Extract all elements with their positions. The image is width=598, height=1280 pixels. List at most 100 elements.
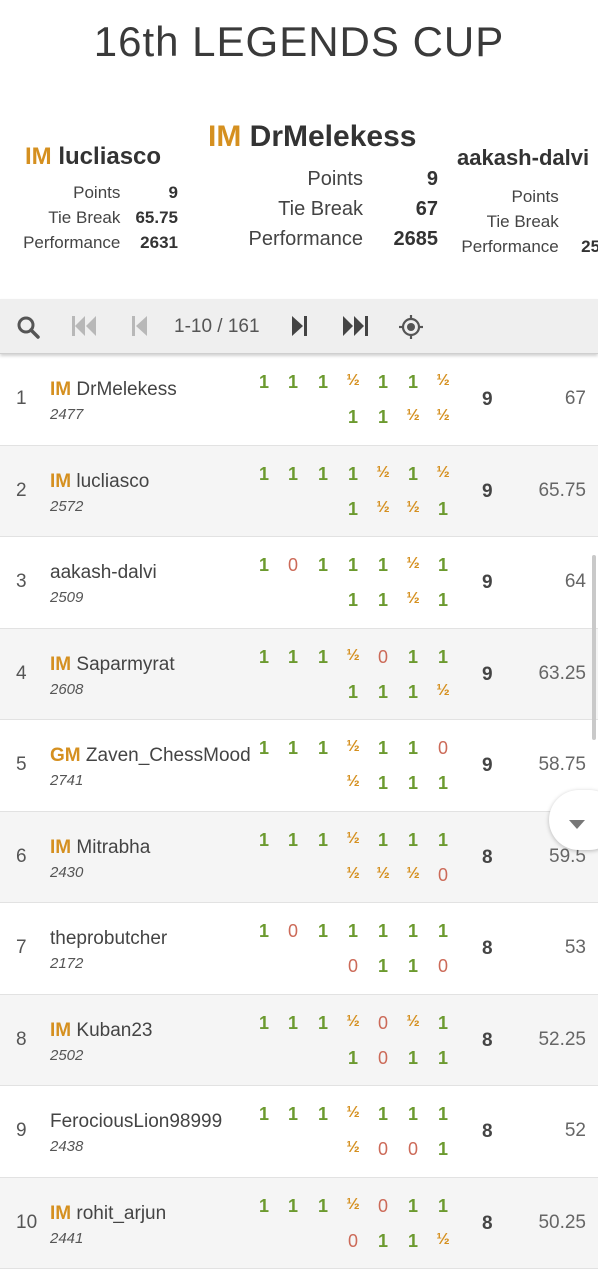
round-result[interactable]: 1 (403, 738, 423, 759)
round-result[interactable]: ½ (373, 865, 393, 883)
round-result[interactable]: 1 (283, 1196, 303, 1217)
round-result[interactable]: 1 (433, 1139, 453, 1160)
round-result[interactable]: 1 (313, 1196, 333, 1217)
round-result[interactable]: 1 (313, 555, 333, 576)
round-result[interactable]: 1 (373, 830, 393, 851)
round-result[interactable]: 1 (403, 1048, 423, 1069)
player-name-cell[interactable]: IM Mitrabha (50, 837, 150, 859)
podium-second[interactable]: IM lucliasco Points 9 Tie Break 65.75 Perf… (18, 143, 178, 255)
locate-me-icon[interactable] (399, 315, 423, 344)
round-result[interactable]: 1 (433, 555, 453, 576)
round-result[interactable]: 1 (283, 372, 303, 393)
round-result[interactable]: ½ (343, 865, 363, 883)
round-result[interactable]: 1 (254, 647, 274, 668)
round-result[interactable]: 1 (343, 464, 363, 485)
round-result[interactable]: 1 (433, 1196, 453, 1217)
round-result[interactable]: 0 (433, 865, 453, 886)
round-result[interactable]: ½ (373, 464, 393, 482)
round-result[interactable]: 1 (254, 738, 274, 759)
table-row[interactable]: 7 theprobutcher 2172 1 0 1 1 1 1 1 0 1 1 0 8 53 (0, 903, 598, 995)
round-result[interactable]: ½ (343, 372, 363, 390)
round-result[interactable]: 1 (254, 921, 274, 942)
round-result[interactable]: 1 (433, 590, 453, 611)
round-result[interactable]: 1 (373, 682, 393, 703)
player-name-cell[interactable]: FerociousLion98999 (50, 1111, 222, 1133)
next-page-icon[interactable] (292, 315, 308, 342)
round-result[interactable]: 1 (373, 921, 393, 942)
round-result[interactable]: 1 (433, 830, 453, 851)
podium-third-name[interactable]: aakash-dalvi (457, 145, 598, 171)
player-name-cell[interactable]: IM lucliasco (50, 471, 149, 493)
round-result[interactable]: ½ (403, 407, 423, 425)
round-result[interactable]: ½ (433, 407, 453, 425)
round-result[interactable]: 1 (433, 499, 453, 520)
round-result[interactable]: ½ (403, 1013, 423, 1031)
round-result[interactable]: ½ (433, 1231, 453, 1249)
round-result[interactable]: 0 (433, 956, 453, 977)
round-result[interactable]: 1 (403, 1196, 423, 1217)
round-result[interactable]: 1 (373, 738, 393, 759)
round-result[interactable]: 1 (433, 921, 453, 942)
round-result[interactable]: 1 (373, 590, 393, 611)
round-result[interactable]: 0 (403, 1139, 423, 1160)
round-result[interactable]: 1 (283, 464, 303, 485)
table-row[interactable]: 9 FerociousLion98999 2438 1 1 1 ½ 1 1 1 ½ 0 0 1 8 52 (0, 1086, 598, 1178)
round-result[interactable]: 1 (373, 773, 393, 794)
round-result[interactable]: ½ (433, 372, 453, 390)
round-result[interactable]: 1 (313, 464, 333, 485)
round-result[interactable]: 0 (283, 921, 303, 942)
round-result[interactable]: 1 (283, 647, 303, 668)
round-result[interactable]: ½ (343, 1196, 363, 1214)
round-result[interactable]: ½ (433, 682, 453, 700)
round-result[interactable]: 1 (373, 1104, 393, 1125)
round-result[interactable]: 0 (373, 1048, 393, 1069)
round-result[interactable]: 1 (343, 407, 363, 428)
round-result[interactable]: 1 (433, 1013, 453, 1034)
round-result[interactable]: 1 (373, 956, 393, 977)
round-result[interactable]: ½ (343, 647, 363, 665)
round-result[interactable]: 1 (283, 830, 303, 851)
round-result[interactable]: 1 (403, 682, 423, 703)
round-result[interactable]: 1 (343, 499, 363, 520)
round-result[interactable]: 1 (433, 1104, 453, 1125)
round-result[interactable]: 1 (343, 682, 363, 703)
round-result[interactable]: ½ (343, 1104, 363, 1122)
player-name-cell[interactable]: GM Zaven_ChessMood (50, 745, 251, 767)
table-row[interactable]: 3 aakash-dalvi 2509 1 0 1 1 1 ½ 1 1 1 ½ 1 9 64 (0, 537, 598, 629)
player-name-cell[interactable]: IM Saparmyrat (50, 654, 175, 676)
round-result[interactable]: 1 (403, 372, 423, 393)
round-result[interactable]: 1 (254, 555, 274, 576)
round-result[interactable]: 0 (343, 956, 363, 977)
round-result[interactable]: 1 (313, 738, 333, 759)
round-result[interactable]: 1 (313, 1104, 333, 1125)
round-result[interactable]: 1 (433, 1048, 453, 1069)
round-result[interactable]: 1 (254, 1196, 274, 1217)
round-result[interactable]: 1 (254, 464, 274, 485)
round-result[interactable]: 0 (373, 1139, 393, 1160)
player-name-cell[interactable]: IM Kuban23 (50, 1020, 152, 1042)
player-name-cell[interactable]: IM rohit_arjun (50, 1203, 166, 1225)
round-result[interactable]: ½ (343, 738, 363, 756)
round-result[interactable]: 1 (433, 647, 453, 668)
round-result[interactable]: 1 (254, 1104, 274, 1125)
round-result[interactable]: 1 (254, 1013, 274, 1034)
round-result[interactable]: 1 (283, 1013, 303, 1034)
round-result[interactable]: 0 (373, 1013, 393, 1034)
round-result[interactable]: 0 (373, 647, 393, 668)
round-result[interactable]: ½ (403, 590, 423, 608)
previous-page-icon[interactable] (132, 315, 148, 342)
round-result[interactable]: 1 (313, 647, 333, 668)
table-row[interactable]: 1 IM DrMelekess 2477 1 1 1 ½ 1 1 ½ 1 1 ½ ½ 9 67 (0, 354, 598, 446)
podium-second-name[interactable]: IM lucliasco (25, 143, 178, 171)
search-icon[interactable] (16, 315, 40, 344)
round-result[interactable]: 1 (343, 921, 363, 942)
table-row[interactable]: 5 GM Zaven_ChessMood 2741 1 1 1 ½ 1 1 0 ½ 1 1 1 9 58.75 (0, 720, 598, 812)
round-result[interactable]: ½ (403, 865, 423, 883)
table-row[interactable]: 8 IM Kuban23 2502 1 1 1 ½ 0 ½ 1 1 0 1 1 8 52.25 (0, 995, 598, 1087)
round-result[interactable]: 1 (403, 956, 423, 977)
round-result[interactable]: 0 (433, 738, 453, 759)
round-result[interactable]: 1 (343, 1048, 363, 1069)
round-result[interactable]: 1 (403, 647, 423, 668)
round-result[interactable]: ½ (343, 1013, 363, 1031)
round-result[interactable]: 0 (283, 555, 303, 576)
